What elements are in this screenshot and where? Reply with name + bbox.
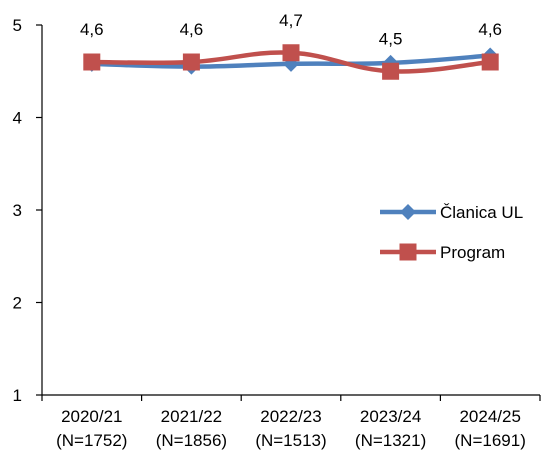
x-category-label: 2022/23 <box>260 407 321 426</box>
y-tick-label: 1 <box>13 386 22 405</box>
y-tick-label: 2 <box>13 294 22 313</box>
data-point-square <box>182 53 200 71</box>
data-label: 4,6 <box>80 20 104 39</box>
x-category-note: (N=1321) <box>355 431 426 450</box>
legend-marker-diamond <box>400 204 416 220</box>
data-label: 4,6 <box>180 20 204 39</box>
data-point-square <box>382 62 400 80</box>
legend-label: Članica UL <box>440 203 523 222</box>
data-label: 4,6 <box>478 20 502 39</box>
data-point-square <box>282 44 300 62</box>
y-tick-label: 5 <box>13 16 22 35</box>
y-tick-label: 3 <box>13 201 22 220</box>
y-tick-label: 4 <box>13 109 22 128</box>
x-category-note: (N=1856) <box>156 431 227 450</box>
y-axis-ticks: 1 2 3 4 5 <box>13 16 42 405</box>
data-point-square <box>83 53 101 71</box>
data-label: 4,7 <box>279 11 303 30</box>
x-category-label: 2024/25 <box>459 407 520 426</box>
x-category-label: 2020/21 <box>61 407 122 426</box>
x-category-note: (N=1752) <box>56 431 127 450</box>
data-label: 4,5 <box>379 29 403 48</box>
legend-marker-square <box>399 243 417 261</box>
series-lines <box>83 44 499 80</box>
x-axis-labels: 2020/21 (N=1752) 2021/22 (N=1856) 2022/23 (N=… <box>41 395 541 450</box>
x-category-note: (N=1513) <box>255 431 326 450</box>
legend-label: Program <box>440 243 505 262</box>
data-labels: 4,6 4,6 4,7 4,5 4,6 <box>80 11 502 49</box>
x-category-label: 2023/24 <box>360 407 421 426</box>
x-category-note: (N=1691) <box>455 431 526 450</box>
data-point-square <box>481 53 499 71</box>
x-category-label: 2021/22 <box>161 407 222 426</box>
legend: Članica UL Program <box>380 203 523 262</box>
